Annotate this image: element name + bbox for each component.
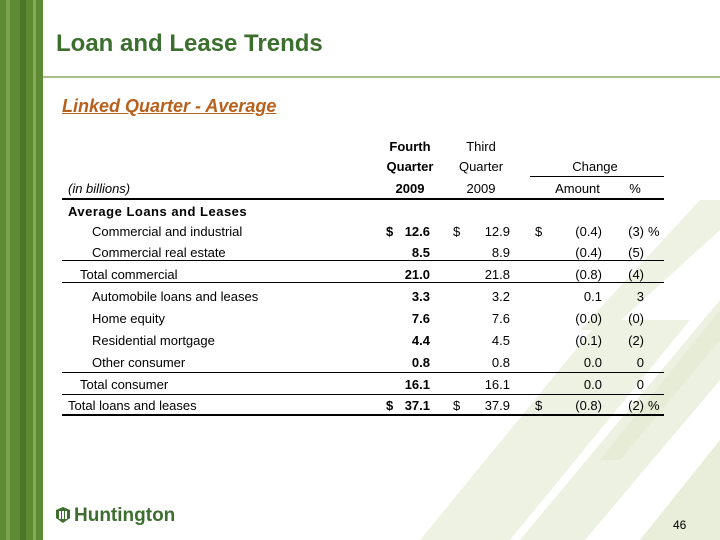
- row-amount: (0.4): [575, 245, 602, 260]
- row-q3-value: 37.9: [484, 398, 510, 413]
- header-third-line2: Quarter: [458, 159, 504, 174]
- row-label: Commercial and industrial: [92, 224, 243, 239]
- left-accent-bar: [0, 0, 43, 540]
- row-pct: 3: [636, 289, 644, 304]
- row-label: Total commercial: [80, 267, 178, 282]
- row-q4-currency: $: [386, 224, 394, 239]
- row-pct: 0: [636, 377, 644, 392]
- header-change: Change: [572, 159, 618, 174]
- rule-bottom: [62, 414, 664, 416]
- row-pct: 0: [636, 355, 644, 370]
- row-amount: 0.1: [583, 289, 602, 304]
- title-divider: [43, 76, 720, 78]
- row-pct-sign: %: [648, 224, 660, 239]
- row-amount: (0.1): [575, 333, 602, 348]
- row-q3-value: 7.6: [491, 311, 510, 326]
- row-q4-value: 3.3: [411, 289, 430, 304]
- change-underline: [530, 176, 664, 177]
- row-amount: 0.0: [583, 355, 602, 370]
- header-amount: Amount: [555, 181, 600, 196]
- header-fourth-line1: Fourth: [389, 139, 431, 154]
- row-q3-value: 21.8: [484, 267, 510, 282]
- row-q3-currency: $: [453, 224, 461, 239]
- row-pct: (4): [628, 267, 644, 282]
- row-q4-value: 16.1: [404, 377, 430, 392]
- rule-after-cre: [62, 260, 664, 261]
- page-number: 46: [673, 518, 687, 532]
- row-label: Total consumer: [80, 377, 169, 392]
- rule-after-total-commercial: [62, 282, 664, 283]
- row-q4-value: 8.5: [411, 245, 430, 260]
- header-third-line1: Third: [466, 139, 496, 154]
- row-pct: (0): [628, 311, 644, 326]
- row-q4-value: 21.0: [404, 267, 430, 282]
- header-third-line3: 2009: [466, 181, 496, 196]
- row-pct: (3): [628, 224, 644, 239]
- row-q4-value: 7.6: [411, 311, 430, 326]
- header-rule: [62, 198, 664, 200]
- row-q3-value: 0.8: [491, 355, 510, 370]
- row-label: Automobile loans and leases: [92, 289, 259, 304]
- row-q4-value: 12.6: [404, 224, 430, 239]
- row-q3-value: 16.1: [484, 377, 510, 392]
- row-q4-value: 4.4: [411, 333, 430, 348]
- row-label: Home equity: [92, 311, 165, 326]
- company-logo: Huntington: [56, 505, 175, 527]
- units-label: (in billions): [68, 181, 131, 196]
- row-pct: (2): [628, 333, 644, 348]
- section-label: Average Loans and Leases: [68, 204, 248, 219]
- row-amount: 0.0: [583, 377, 602, 392]
- row-q3-currency: $: [453, 398, 461, 413]
- row-q4-value: 0.8: [411, 355, 430, 370]
- row-q3-value: 8.9: [491, 245, 510, 260]
- row-q3-value: 3.2: [491, 289, 510, 304]
- row-amt-currency: $: [535, 224, 543, 239]
- slide-subtitle: Linked Quarter - Average: [62, 96, 277, 116]
- header-fourth-line3: 2009: [395, 181, 425, 196]
- logo-text: Huntington: [74, 505, 176, 526]
- row-label: Commercial real estate: [92, 245, 226, 260]
- header-pct: %: [629, 181, 641, 196]
- row-q4-currency: $: [386, 398, 394, 413]
- row-label: Residential mortgage: [92, 333, 215, 348]
- row-amount: (0.8): [575, 398, 602, 413]
- huntington-logo-icon: [56, 507, 70, 523]
- row-q3-value: 4.5: [491, 333, 510, 348]
- row-pct: (5): [628, 245, 644, 260]
- row-amount: (0.8): [575, 267, 602, 282]
- slide-title: Loan and Lease Trends: [56, 30, 323, 57]
- header-fourth-line2: Quarter: [386, 159, 434, 174]
- row-label: Other consumer: [92, 355, 186, 370]
- row-pct-sign: %: [648, 398, 660, 413]
- row-q4-value: 37.1: [404, 398, 430, 413]
- row-amount: (0.0): [575, 311, 602, 326]
- row-amt-currency: $: [535, 398, 543, 413]
- row-amount: (0.4): [575, 224, 602, 239]
- rule-after-other-consumer: [62, 372, 664, 373]
- row-q3-value: 12.9: [484, 224, 510, 239]
- rule-after-total-consumer: [62, 394, 664, 395]
- row-label: Total loans and leases: [68, 398, 197, 413]
- row-pct: (2): [628, 398, 644, 413]
